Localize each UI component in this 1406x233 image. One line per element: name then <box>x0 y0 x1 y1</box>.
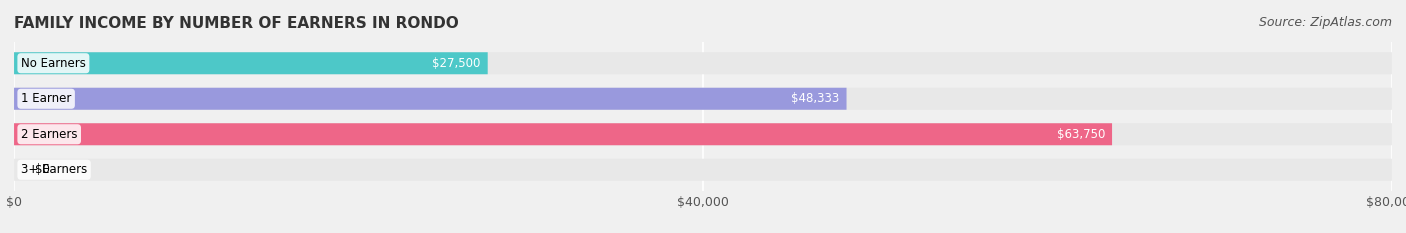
Text: 1 Earner: 1 Earner <box>21 92 72 105</box>
Text: FAMILY INCOME BY NUMBER OF EARNERS IN RONDO: FAMILY INCOME BY NUMBER OF EARNERS IN RO… <box>14 16 458 31</box>
Text: 2 Earners: 2 Earners <box>21 128 77 141</box>
FancyBboxPatch shape <box>14 123 1392 145</box>
Text: No Earners: No Earners <box>21 57 86 70</box>
Text: $48,333: $48,333 <box>792 92 839 105</box>
Text: $0: $0 <box>35 163 49 176</box>
Text: $27,500: $27,500 <box>433 57 481 70</box>
FancyBboxPatch shape <box>14 52 1392 74</box>
Text: $63,750: $63,750 <box>1057 128 1105 141</box>
Text: Source: ZipAtlas.com: Source: ZipAtlas.com <box>1258 16 1392 29</box>
FancyBboxPatch shape <box>14 88 1392 110</box>
FancyBboxPatch shape <box>14 123 1112 145</box>
FancyBboxPatch shape <box>14 88 846 110</box>
FancyBboxPatch shape <box>14 159 1392 181</box>
FancyBboxPatch shape <box>14 52 488 74</box>
Text: 3+ Earners: 3+ Earners <box>21 163 87 176</box>
